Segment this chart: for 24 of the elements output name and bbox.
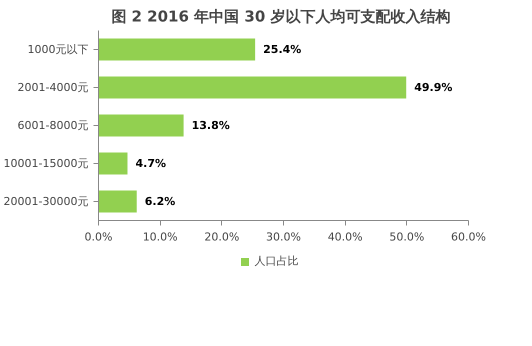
bar	[98, 38, 256, 61]
x-tick-label: 40.0%	[328, 230, 363, 244]
text: 6.2%	[144, 195, 176, 208]
text: 25.4%	[263, 43, 302, 56]
bar	[98, 76, 406, 99]
y-tick-label: 1000元以下	[28, 43, 89, 56]
text: 49.9%	[414, 81, 452, 94]
x-tick-label: 60.0%	[451, 230, 486, 244]
text: 4.7%	[135, 157, 166, 170]
x-tick-label: 30.0%	[266, 230, 301, 244]
legend-label: 人口占比	[254, 254, 298, 268]
y-tick-label: 10001-15000元	[4, 157, 89, 170]
y-tick-label: 6001-8000元	[18, 119, 89, 132]
x-tick-label: 10.0%	[142, 230, 178, 244]
bar	[98, 152, 128, 175]
y-tick-label: 2001-4000元	[18, 81, 89, 94]
bar	[98, 114, 184, 137]
chart-title: 图 2 2016 年中国 30 岁以下人均可支配收入结构	[111, 8, 450, 26]
y-tick-label: 20001-30000元	[4, 195, 89, 208]
x-tick-label: 0.0%	[84, 230, 112, 244]
bar	[98, 190, 137, 213]
x-tick-label: 20.0%	[204, 230, 240, 244]
text: 13.8%	[192, 119, 230, 132]
x-tick-label: 50.0%	[389, 230, 424, 244]
